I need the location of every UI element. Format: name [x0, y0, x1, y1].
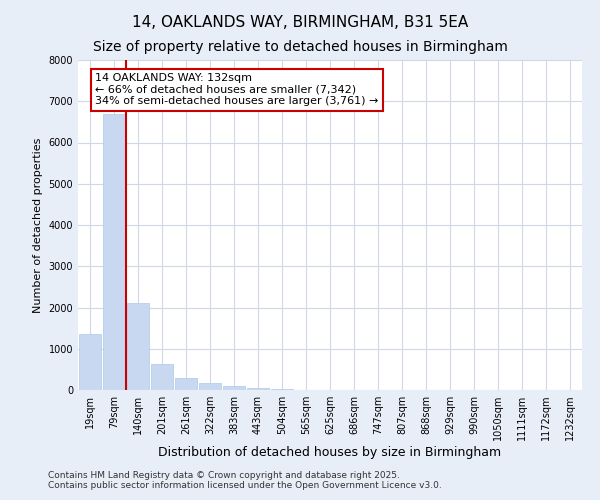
Bar	[79, 334, 101, 390]
Bar	[103, 114, 125, 390]
X-axis label: Distribution of detached houses by size in Birmingham: Distribution of detached houses by size …	[158, 446, 502, 459]
Bar	[199, 383, 221, 390]
Text: Contains HM Land Registry data © Crown copyright and database right 2025.
Contai: Contains HM Land Registry data © Crown c…	[48, 470, 442, 490]
Text: 14 OAKLANDS WAY: 132sqm
← 66% of detached houses are smaller (7,342)
34% of semi: 14 OAKLANDS WAY: 132sqm ← 66% of detache…	[95, 73, 379, 106]
Bar	[151, 364, 173, 390]
Bar	[175, 378, 197, 390]
Bar	[127, 304, 149, 390]
Bar	[223, 386, 245, 390]
Bar	[247, 388, 269, 390]
Y-axis label: Number of detached properties: Number of detached properties	[33, 138, 43, 312]
Text: Size of property relative to detached houses in Birmingham: Size of property relative to detached ho…	[92, 40, 508, 54]
Bar	[271, 389, 293, 390]
Text: 14, OAKLANDS WAY, BIRMINGHAM, B31 5EA: 14, OAKLANDS WAY, BIRMINGHAM, B31 5EA	[132, 15, 468, 30]
